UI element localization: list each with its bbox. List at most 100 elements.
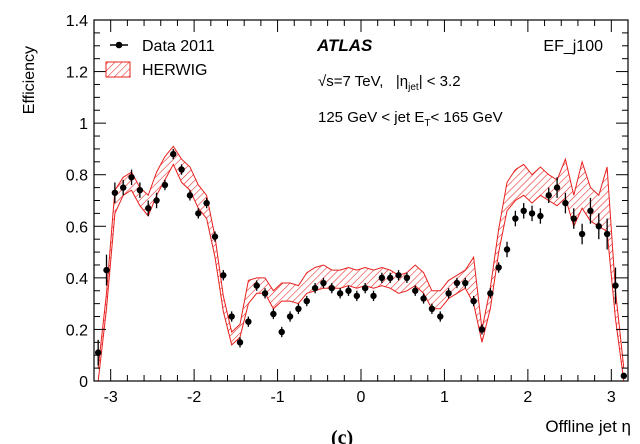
data-point bbox=[94, 349, 102, 356]
legend-herwig-swatch bbox=[105, 61, 131, 78]
data-point bbox=[211, 233, 219, 240]
data-point bbox=[153, 197, 160, 204]
x-tick-label: 2 bbox=[523, 389, 532, 406]
data-point bbox=[387, 274, 394, 282]
data-point bbox=[495, 264, 502, 271]
data-point bbox=[570, 215, 577, 222]
data-point bbox=[462, 279, 469, 287]
data-point bbox=[236, 339, 244, 346]
data-point bbox=[428, 305, 436, 312]
data-point bbox=[445, 290, 452, 297]
energy-eta-suffix: | < 3.2 bbox=[419, 73, 461, 90]
data-point bbox=[103, 266, 110, 274]
data-point bbox=[186, 192, 194, 199]
data-point bbox=[378, 274, 386, 282]
x-tick-label: 1 bbox=[440, 389, 449, 406]
data-point bbox=[478, 326, 486, 333]
data-point bbox=[403, 274, 411, 282]
y-tick-label: 0.4 bbox=[66, 271, 88, 288]
legend: Data 2011 HERWIG bbox=[105, 38, 215, 79]
data-point bbox=[603, 230, 611, 238]
data-point bbox=[128, 174, 135, 181]
y-tick-label: 0.2 bbox=[66, 322, 88, 339]
et-range-suffix: < 165 GeV bbox=[430, 109, 502, 126]
herwig-band bbox=[98, 146, 624, 381]
herwig-band-upper-edge bbox=[97, 145, 625, 369]
data-point bbox=[253, 282, 260, 289]
data-point bbox=[578, 230, 586, 238]
data-point bbox=[370, 292, 377, 300]
data-point bbox=[528, 210, 536, 217]
data-point bbox=[503, 246, 511, 253]
legend-herwig-label: HERWIG bbox=[142, 62, 207, 79]
data-point bbox=[395, 272, 402, 279]
data-point bbox=[295, 305, 302, 312]
legend-data-marker bbox=[115, 41, 123, 49]
data-point bbox=[336, 290, 344, 297]
data-point bbox=[286, 313, 294, 320]
data-point bbox=[203, 199, 210, 207]
data-point bbox=[161, 181, 169, 189]
data-point bbox=[270, 310, 277, 318]
data-point bbox=[245, 318, 252, 325]
x-tick-label: -1 bbox=[270, 389, 284, 406]
herwig-band-layer bbox=[97, 145, 625, 382]
y-axis-label: Efficiency bbox=[21, 46, 38, 114]
data-point bbox=[145, 205, 152, 212]
energy-eta-annotation: √s=7 TeV, |ηjet| < 3.2 bbox=[318, 73, 461, 93]
data-point bbox=[228, 313, 235, 320]
y-tick-label: 0.6 bbox=[66, 219, 88, 236]
energy-eta-prefix: √s=7 TeV, |η bbox=[318, 73, 408, 90]
data-point bbox=[470, 297, 477, 305]
x-tick-label: 0 bbox=[357, 389, 366, 406]
data-point bbox=[278, 328, 285, 336]
panel-label: (c) bbox=[331, 427, 353, 444]
data-point bbox=[587, 207, 594, 215]
data-point bbox=[120, 184, 127, 191]
x-tick-label: -2 bbox=[187, 389, 201, 406]
data-point bbox=[311, 284, 319, 292]
y-tick-label: 1.4 bbox=[66, 13, 88, 30]
data-point bbox=[437, 313, 444, 320]
y-tick-label: 0.8 bbox=[66, 168, 88, 185]
data-point bbox=[345, 287, 352, 294]
data-points-layer bbox=[94, 148, 628, 380]
data-point bbox=[195, 210, 202, 217]
data-point bbox=[487, 290, 494, 297]
data-point bbox=[303, 297, 310, 305]
data-point bbox=[320, 279, 327, 287]
y-tick-label: 1.2 bbox=[66, 65, 88, 82]
atlas-label: ATLAS bbox=[316, 36, 373, 55]
data-point bbox=[361, 284, 369, 292]
et-range-subscript: T bbox=[424, 118, 430, 129]
et-range-annotation: 125 GeV < jet ET< 165 GeV bbox=[318, 109, 503, 129]
data-point bbox=[111, 189, 119, 196]
x-tick-label: -3 bbox=[104, 389, 118, 406]
data-point bbox=[136, 186, 144, 194]
data-point bbox=[620, 372, 628, 380]
data-point bbox=[453, 279, 461, 287]
axes: -3 -2 -1 0 1 2 3 0 0.2 0.4 0.6 0.8 1 1.2 1.4 bbox=[66, 13, 629, 406]
data-point bbox=[261, 290, 269, 297]
herwig-band-lower-edge bbox=[97, 163, 625, 382]
energy-eta-subscript: jet bbox=[407, 82, 419, 93]
data-point bbox=[520, 207, 527, 215]
data-point bbox=[545, 192, 552, 199]
data-point bbox=[562, 199, 569, 207]
data-point bbox=[537, 212, 544, 220]
x-axis-label: Offline jet η bbox=[545, 417, 631, 436]
et-range-prefix: 125 GeV < jet E bbox=[318, 109, 424, 126]
data-point bbox=[512, 215, 519, 222]
data-point bbox=[353, 292, 361, 300]
y-tick-label: 0 bbox=[79, 374, 88, 391]
y-tick-label: 1 bbox=[79, 116, 88, 133]
data-point bbox=[420, 295, 427, 302]
trigger-label: EF_j100 bbox=[543, 38, 603, 55]
x-tick-label: 3 bbox=[607, 389, 616, 406]
data-point bbox=[612, 282, 619, 289]
data-point bbox=[412, 287, 419, 294]
data-point bbox=[595, 223, 602, 230]
data-point bbox=[170, 150, 177, 158]
data-point bbox=[178, 166, 185, 173]
